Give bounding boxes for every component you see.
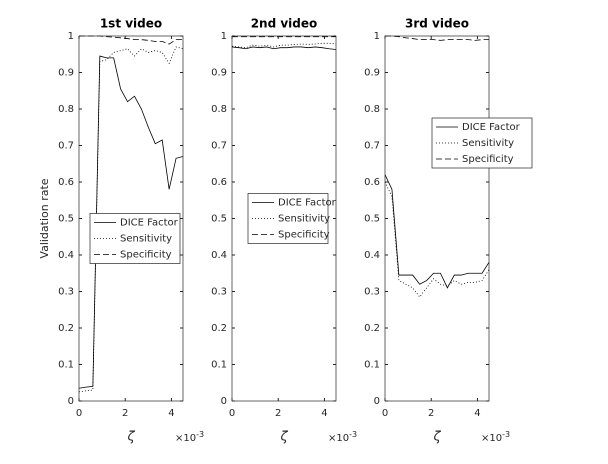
y-tick-label: 0.6 <box>211 177 227 188</box>
legend-box <box>89 213 181 264</box>
axes-box <box>78 35 184 402</box>
y-tick-label: 1 <box>221 31 227 42</box>
x-axis-label: ζ <box>279 430 288 445</box>
x-tick-label: 2 <box>275 408 281 419</box>
y-tick-label: 0.9 <box>211 68 227 79</box>
legend-label: Specificity <box>278 230 330 241</box>
legend-label: Specificity <box>120 250 172 261</box>
y-tick-label: 0.2 <box>58 323 74 334</box>
x-tick-label: 2 <box>122 408 128 419</box>
y-tick-label: 0.6 <box>364 177 380 188</box>
data-line <box>231 42 337 49</box>
y-tick-label: 0.2 <box>211 323 227 334</box>
y-tick-label: 0.7 <box>211 141 227 152</box>
x-tick-label: 0 <box>229 408 235 419</box>
x-exponent-power: -3 <box>196 430 204 439</box>
y-tick-label: 0.3 <box>58 287 74 298</box>
x-exponent-base: ×10 <box>328 433 349 444</box>
y-tick-label: 0.9 <box>364 68 380 79</box>
y-tick-label: 0.5 <box>58 214 74 225</box>
chart-title: 3rd video <box>405 17 469 31</box>
chart-title: 2nd video <box>251 17 318 31</box>
x-tick-label: 4 <box>474 408 480 419</box>
y-axis-label: Validation rate <box>38 178 51 258</box>
y-tick-label: 0.7 <box>58 141 74 152</box>
y-tick-label: 0.4 <box>364 250 380 261</box>
y-tick-label: 0 <box>221 396 227 407</box>
chart-title: 1st video <box>100 17 162 31</box>
y-tick-label: 0.6 <box>58 177 74 188</box>
x-tick-label: 4 <box>321 408 327 419</box>
legend-label: DICE Factor <box>120 218 179 229</box>
y-tick-label: 0.4 <box>58 250 74 261</box>
data-line <box>384 174 490 289</box>
y-tick-label: 0.1 <box>364 360 380 371</box>
y-tick-label: 0.4 <box>211 250 227 261</box>
x-exponent-power: -3 <box>502 430 510 439</box>
y-tick-label: 0.9 <box>58 68 74 79</box>
legend-label: Specificity <box>462 154 514 165</box>
y-tick-label: 0.1 <box>211 360 227 371</box>
x-exponent: ×10-3 <box>481 430 510 445</box>
y-tick-label: 0.5 <box>211 214 227 225</box>
axes-box <box>231 35 337 402</box>
x-exponent: ×10-3 <box>328 430 357 445</box>
y-tick-label: 0.8 <box>211 104 227 115</box>
legend-label: Sensitivity <box>462 138 514 149</box>
y-tick-label: 0.2 <box>364 323 380 334</box>
y-tick-label: 0.5 <box>364 214 380 225</box>
axes-box <box>384 35 490 402</box>
y-tick-label: 1 <box>68 31 74 42</box>
y-tick-label: 0.1 <box>58 360 74 371</box>
y-tick-label: 0.7 <box>364 141 380 152</box>
y-tick-label: 0.8 <box>364 104 380 115</box>
x-tick-label: 0 <box>382 408 388 419</box>
y-tick-label: 0.8 <box>58 104 74 115</box>
legend-label: Sensitivity <box>278 214 330 225</box>
legend-label: DICE Factor <box>278 198 337 209</box>
x-tick-label: 4 <box>168 408 174 419</box>
legend-label: DICE Factor <box>462 122 521 133</box>
x-exponent-base: ×10 <box>175 433 196 444</box>
y-tick-label: 0 <box>374 396 380 407</box>
x-exponent: ×10-3 <box>175 430 204 445</box>
legend-label: Sensitivity <box>120 234 172 245</box>
y-tick-label: 0.3 <box>364 287 380 298</box>
x-axis-label: ζ <box>126 430 135 445</box>
x-tick-label: 2 <box>428 408 434 419</box>
x-axis-label: ζ <box>432 430 441 445</box>
y-tick-label: 0 <box>68 396 74 407</box>
y-tick-label: 0.3 <box>211 287 227 298</box>
plot-area <box>385 36 489 401</box>
x-exponent-base: ×10 <box>481 433 502 444</box>
x-tick-label: 0 <box>76 408 82 419</box>
y-tick-label: 1 <box>374 31 380 42</box>
data-line <box>231 46 337 50</box>
x-exponent-power: -3 <box>349 430 357 439</box>
